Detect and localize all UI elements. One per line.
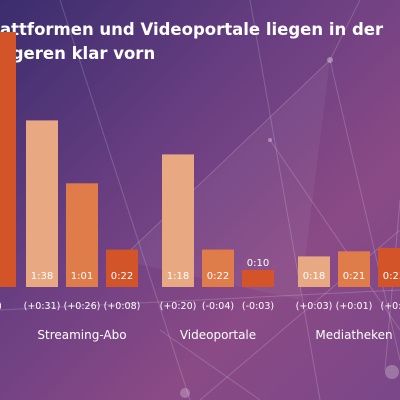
bar-value-label: 0:22 [111,271,133,282]
bar-delta-label: (+0:20) [160,301,197,312]
bar-delta-label: (+0:0 [381,301,400,312]
bar-delta-label: ) [0,301,2,312]
bar [378,247,400,287]
bar-value-label: 0:22 [207,271,229,282]
bar-delta-label: (-0:03) [242,301,274,312]
bar [26,120,58,288]
bar-value-label: 1:38 [31,271,53,282]
bar [338,251,370,287]
bar-value-label: 0:21 [343,271,365,282]
bar-delta-label: (+0:03) [296,301,333,312]
group-label: Mediatheken [315,328,392,342]
bar-value-label: 1:18 [167,271,189,282]
bar [162,154,194,287]
bar-value-label: 0:23 [383,271,400,282]
bar [66,183,98,287]
bar [298,256,330,287]
bar [242,270,274,287]
bar [202,249,234,287]
bar-delta-label: (+0:08) [104,301,141,312]
bar-delta-label: (+0:31) [24,301,61,312]
group-label: Videoportale [180,328,256,342]
title-line-1: attformen und Videoportale liegen in der [0,20,384,39]
bar-value-label: 0:10 [247,258,269,269]
title-line-2: ngeren klar vorn [0,44,156,63]
bar-delta-label: (+0:26) [64,301,101,312]
bar-delta-label: (+0:01) [336,301,373,312]
bar-value-label: 1:01 [71,271,93,282]
bar [0,32,16,287]
chart-title: attformen und Videoportale liegen in der… [0,18,392,66]
bar [106,249,138,287]
group-label: Streaming-Abo [37,328,126,342]
bar-value-label: 0:18 [303,271,325,282]
bar-delta-label: (-0:04) [202,301,234,312]
